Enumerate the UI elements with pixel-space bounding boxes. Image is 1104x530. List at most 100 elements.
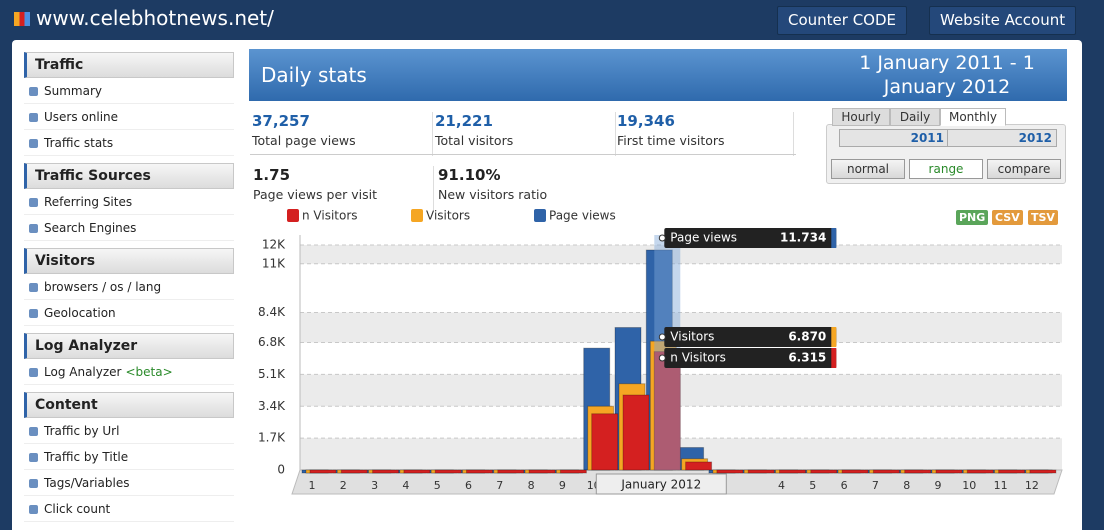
export-button[interactable]: TSV bbox=[1028, 210, 1058, 225]
bar bbox=[622, 394, 650, 471]
bar bbox=[716, 469, 744, 474]
date-range: 1 January 2011 - 1 January 2012 bbox=[859, 52, 1035, 98]
tab[interactable]: Daily bbox=[890, 108, 940, 126]
stat-label: Page views per visit bbox=[253, 187, 377, 202]
nav-label: Tags/Variables bbox=[44, 476, 130, 490]
nav-item[interactable]: browsers / os / lang bbox=[24, 274, 234, 300]
export-button[interactable]: PNG bbox=[956, 210, 989, 225]
x-tick-label: 4 bbox=[778, 479, 785, 492]
nav-item[interactable]: Search Engines bbox=[24, 215, 234, 241]
x-tick-label: 8 bbox=[903, 479, 910, 492]
x-tick-label: 5 bbox=[809, 479, 816, 492]
grid-band bbox=[300, 406, 1062, 439]
nav-item[interactable]: Traffic by Title bbox=[24, 444, 234, 470]
year-field[interactable]: 2011 bbox=[839, 129, 949, 147]
tooltip-dot bbox=[658, 354, 666, 362]
y-tick-label: 11K bbox=[262, 256, 286, 270]
nav-item[interactable]: Geolocation bbox=[24, 300, 234, 326]
section-header: Traffic Sources bbox=[24, 163, 234, 189]
stat-label: First time visitors bbox=[617, 133, 725, 148]
nav-item[interactable]: Users online bbox=[24, 104, 234, 130]
export-button[interactable]: CSV bbox=[992, 210, 1023, 225]
tooltip-value: 6.315 bbox=[788, 351, 826, 365]
bar bbox=[685, 461, 713, 471]
bar bbox=[559, 469, 587, 474]
nav-label: Click count bbox=[44, 502, 111, 516]
tab[interactable]: Monthly bbox=[940, 108, 1006, 126]
bar bbox=[403, 469, 431, 474]
counter-code-button[interactable]: Counter CODE bbox=[777, 6, 908, 35]
nav-label: Traffic by Url bbox=[44, 424, 120, 438]
tooltip bbox=[664, 327, 837, 347]
nav-item[interactable]: Click count bbox=[24, 496, 234, 522]
x-tick-label: 2 bbox=[340, 479, 347, 492]
x-tick-label: 7 bbox=[496, 479, 503, 492]
nav-label: Traffic by Title bbox=[44, 450, 129, 464]
grid-band bbox=[300, 374, 1062, 407]
nav-item[interactable]: Referring Sites bbox=[24, 189, 234, 215]
y-tick-label: 8.4K bbox=[258, 305, 286, 319]
sidebar: Traffic Summary Users online Traffic stats T… bbox=[24, 52, 234, 522]
bar bbox=[653, 351, 681, 471]
y-tick-label: 3.4K bbox=[258, 399, 286, 413]
site-title[interactable]: www.celebhotnews.net/ bbox=[36, 6, 274, 30]
tooltip-name: Visitors bbox=[670, 330, 714, 344]
y-tick-label: 5.1K bbox=[258, 367, 286, 381]
nav-item[interactable]: Traffic by Url bbox=[24, 418, 234, 444]
x-tick-label: 8 bbox=[528, 479, 535, 492]
nav-label: Referring Sites bbox=[44, 195, 133, 209]
bar bbox=[309, 469, 337, 474]
stat-label: Total visitors bbox=[435, 133, 514, 148]
tooltip-value: 6.870 bbox=[788, 330, 826, 344]
nav-label: Users online bbox=[44, 110, 119, 124]
x-tick-label: 10 bbox=[962, 479, 976, 492]
stat: 37,257 Total page views bbox=[252, 112, 433, 156]
legend-swatch bbox=[534, 209, 546, 222]
mode-button[interactable]: compare bbox=[987, 159, 1061, 179]
tooltip-swatch bbox=[831, 327, 837, 347]
tooltip-name: Page views bbox=[670, 231, 737, 245]
bar bbox=[497, 469, 525, 474]
website-account-button[interactable]: Website Account bbox=[929, 6, 1077, 35]
stat-value: 1.75 bbox=[253, 166, 291, 184]
tab[interactable]: Hourly bbox=[832, 108, 890, 126]
section-header: Content bbox=[24, 392, 234, 418]
beta-badge: <beta> bbox=[125, 365, 173, 379]
bar bbox=[841, 469, 869, 474]
x-tick-label: 6 bbox=[465, 479, 472, 492]
bar bbox=[372, 469, 400, 474]
stat-value: 91.10% bbox=[438, 166, 501, 184]
x-tick-label: 11 bbox=[994, 479, 1008, 492]
tooltip bbox=[664, 228, 837, 248]
stat-label: Total page views bbox=[252, 133, 356, 148]
bar bbox=[591, 413, 619, 471]
tooltip-dot bbox=[658, 333, 666, 341]
nav-item[interactable]: Log Analyzer <beta> bbox=[24, 359, 234, 385]
x-tick-label: 1 bbox=[309, 479, 316, 492]
bar bbox=[998, 469, 1026, 474]
nav-item[interactable]: Traffic stats bbox=[24, 130, 234, 156]
mode-button[interactable]: normal bbox=[831, 159, 905, 179]
legend-label: n Visitors bbox=[302, 209, 358, 223]
x-tick-label: 7 bbox=[872, 479, 879, 492]
nav-label: Traffic stats bbox=[44, 136, 114, 150]
section-header: Log Analyzer bbox=[24, 333, 234, 359]
legend-label: Visitors bbox=[426, 209, 470, 223]
nav-item[interactable]: Tags/Variables bbox=[24, 470, 234, 496]
mode-button[interactable]: range bbox=[909, 159, 983, 179]
x-tick-label: 4 bbox=[402, 479, 409, 492]
stat-label: New visitors ratio bbox=[438, 187, 548, 202]
stat: 21,221 Total visitors bbox=[435, 112, 616, 156]
panel-title: Daily stats bbox=[261, 63, 367, 87]
stat-value: 37,257 bbox=[252, 112, 310, 130]
stat: 1.75 Page views per visit bbox=[253, 166, 434, 210]
x-tick-label: 9 bbox=[559, 479, 566, 492]
bar bbox=[904, 469, 932, 474]
year-field[interactable]: 2012 bbox=[947, 129, 1057, 147]
bar bbox=[966, 469, 994, 474]
bar bbox=[810, 469, 838, 474]
x-tick-label: 9 bbox=[935, 479, 942, 492]
nav-item[interactable]: Summary bbox=[24, 78, 234, 104]
